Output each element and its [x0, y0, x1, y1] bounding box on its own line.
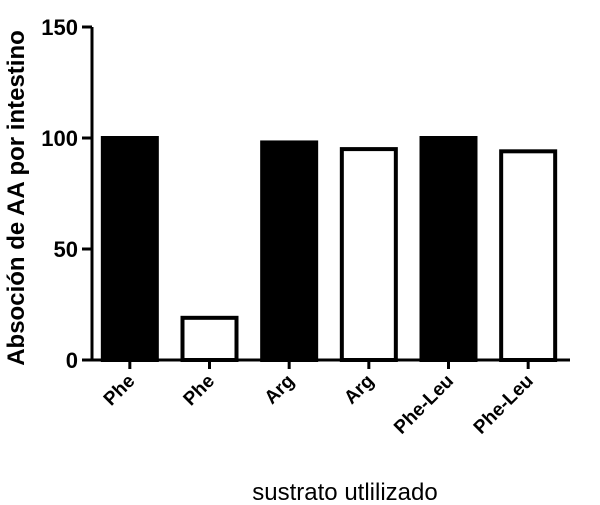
y-ticks: 0 50 100 150 [41, 15, 92, 373]
x-category-label: Phe [100, 371, 139, 410]
x-category-label: Phe [180, 371, 219, 410]
x-category-label: Arg [340, 371, 378, 409]
y-tick-label: 0 [66, 348, 78, 373]
axes [90, 27, 570, 362]
y-tick-label: 100 [41, 126, 78, 151]
bars [100, 136, 558, 363]
bar-4 [339, 147, 398, 362]
bar-1 [100, 136, 159, 362]
y-axis-title: Absoción de AA por intestino [3, 30, 30, 366]
y-tick-label: 150 [41, 15, 78, 40]
x-category-label: Arg [261, 371, 299, 409]
y-tick-label: 50 [54, 237, 78, 262]
x-category-label: Phe-Leu [390, 371, 458, 439]
bar-3 [260, 140, 319, 362]
x-category-labels: Phe Phe Arg Arg Phe-Leu Phe-Leu [100, 360, 538, 439]
x-category-label: Phe-Leu [470, 371, 538, 439]
bar-2 [180, 315, 239, 363]
bar-5 [419, 136, 478, 362]
bar-6 [499, 149, 558, 362]
x-axis-title: sustrato utlilizado [252, 479, 437, 505]
